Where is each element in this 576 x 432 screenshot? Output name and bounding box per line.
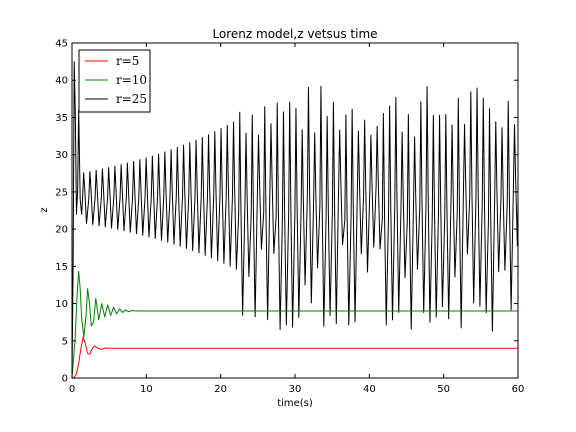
- x-tick-label: 10: [140, 384, 153, 395]
- x-tick-label: 40: [363, 384, 376, 395]
- series-line-r10: [72, 271, 518, 378]
- y-tick-label: 30: [55, 150, 68, 161]
- x-axis-label: time(s): [277, 398, 313, 409]
- y-tick-label: 15: [55, 262, 68, 273]
- legend: r=5 r=10 r=25: [78, 49, 151, 113]
- y-tick-label: 40: [55, 76, 68, 87]
- y-axis-label: z: [39, 207, 50, 212]
- y-tick-label: 10: [55, 299, 68, 310]
- x-tick-label: 50: [437, 384, 450, 395]
- x-tick-label: 20: [214, 384, 227, 395]
- legend-label-r10: r=10: [116, 73, 147, 87]
- series-line-r5: [72, 336, 518, 378]
- series-line-r25: [72, 61, 518, 378]
- x-tick-label: 30: [289, 384, 302, 395]
- series-layer: [72, 61, 518, 378]
- y-tick-label: 20: [55, 225, 68, 236]
- legend-label-r5: r=5: [116, 54, 139, 68]
- ticks-layer: 0 10 20 30 40 50 60 0 5 10 15 20 25 30 35 40 45: [55, 39, 524, 396]
- legend-box: [78, 49, 151, 113]
- y-tick-label: 0: [62, 374, 68, 385]
- y-tick-label: 5: [62, 336, 68, 347]
- x-tick-label: 0: [69, 384, 75, 395]
- legend-label-r25: r=25: [116, 92, 147, 106]
- chart-title: Lorenz model,z vetsus time: [212, 27, 377, 41]
- y-tick-label: 35: [55, 113, 68, 124]
- y-tick-label: 45: [55, 39, 68, 50]
- y-tick-label: 25: [55, 187, 68, 198]
- x-tick-label: 60: [512, 384, 525, 395]
